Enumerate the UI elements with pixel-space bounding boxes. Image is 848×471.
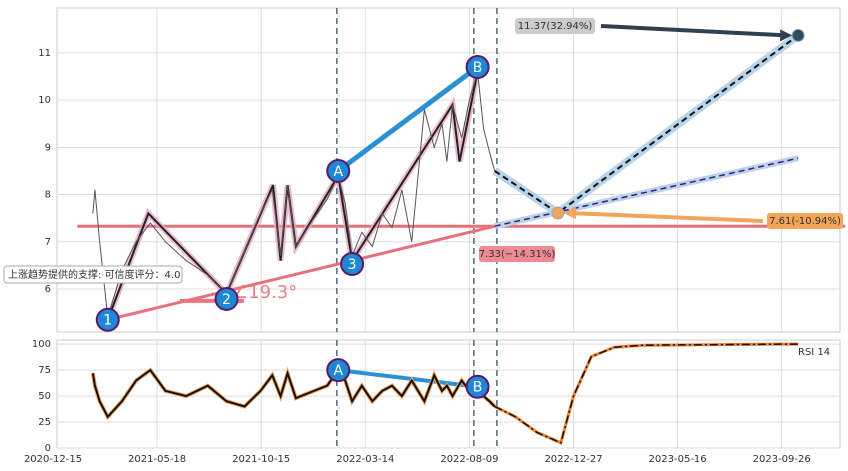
target-marker [551, 206, 565, 220]
main-panel [56, 7, 841, 333]
y-tick-label: 0 [45, 443, 51, 454]
y-tick-label: 7 [45, 237, 51, 248]
x-tick-label: 2021-05-18 [128, 454, 186, 465]
wave-label: B [473, 60, 483, 76]
y-tick-label: 10 [38, 95, 51, 106]
trend-line [336, 65, 480, 173]
annotation-label: 11.37(32.94%) [518, 21, 593, 32]
annotation-box [515, 18, 595, 34]
x-tick-label: 2021-10-15 [232, 454, 290, 465]
x-tick-label: 2022-03-14 [336, 454, 394, 465]
annotation-box [479, 246, 555, 262]
wave-point [95, 307, 120, 332]
arrow-head [563, 206, 576, 219]
annotation-arrow [600, 24, 787, 38]
arrow-head [780, 29, 793, 42]
y-tick-label: 6 [45, 284, 51, 295]
wave-point [340, 251, 365, 276]
wave-point [326, 358, 351, 383]
annotation-label: 7.33(−14.31%) [479, 249, 556, 260]
wave-point [465, 374, 490, 399]
y-tick-label: 8 [45, 190, 51, 201]
angle-label: ∠19.3° [232, 282, 297, 303]
rsi-ab-line [337, 368, 478, 389]
x-tick-label: 2023-09-26 [753, 454, 811, 465]
wave-point [326, 158, 351, 183]
y-tick-label: 50 [38, 391, 51, 402]
support-box [3, 265, 183, 284]
rsi-forecast [494, 343, 799, 444]
annotation-arrow [567, 210, 764, 223]
support-label: 上涨趋势提供的支撑: 可信度评分：4.0 [8, 268, 180, 281]
wave-label: 3 [348, 257, 357, 273]
trend-dash [494, 157, 799, 227]
wave-label: B [473, 380, 483, 396]
rsi-legend: RSI 14 [798, 347, 830, 358]
y-tick-label: 100 [32, 339, 51, 350]
annotation-label: 7.61(-10.94%) [769, 216, 841, 227]
annotation-box [767, 213, 843, 229]
y-tick-label: 11 [38, 48, 51, 59]
trend-line [107, 224, 496, 322]
x-tick-label: 2022-08-09 [440, 454, 498, 465]
x-tick-label: 2023-05-16 [649, 454, 707, 465]
y-tick-label: 75 [38, 365, 51, 376]
wave-point [465, 55, 490, 80]
wave-label: A [333, 363, 343, 379]
y-tick-label: 9 [45, 142, 51, 153]
x-tick-label: 2020-12-15 [24, 454, 82, 465]
wave-label: A [333, 164, 343, 180]
wave-label: 1 [103, 313, 112, 329]
x-tick-label: 2022-12-27 [544, 454, 602, 465]
target-marker [791, 28, 805, 42]
wave-label: 2 [222, 292, 231, 308]
y-tick-label: 25 [38, 417, 51, 428]
wave-point [214, 286, 239, 311]
